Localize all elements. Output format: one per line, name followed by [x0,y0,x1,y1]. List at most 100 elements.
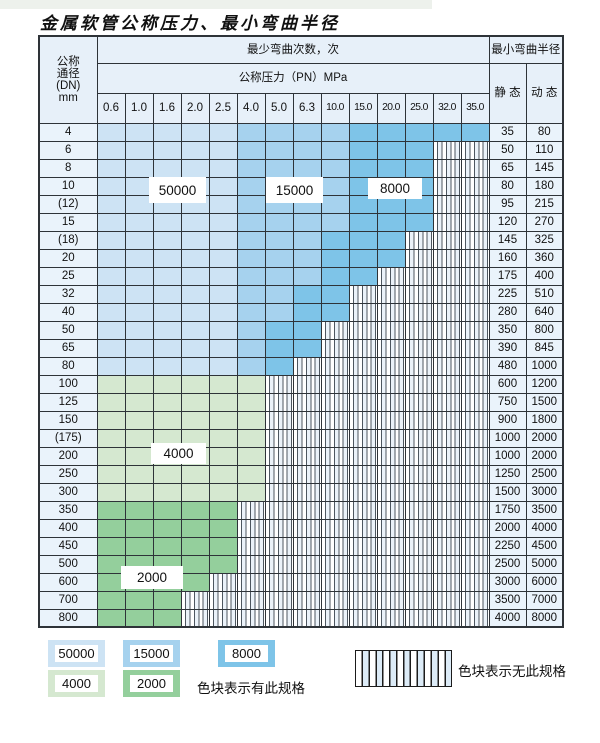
static-radius-cell: 1500 [488,482,527,502]
spec-cell-exists [292,158,322,178]
spec-cell-exists [208,446,238,466]
legend-swatch-50000: 50000 [48,640,105,667]
pressure-tick: 20.0 [376,92,406,124]
spec-cell-none [292,374,322,394]
spec-cell-exists [236,392,266,412]
dn-cell: 450 [38,536,98,556]
pressure-tick: 0.6 [96,92,126,124]
static-radius-cell: 35 [488,122,527,142]
spec-cell-none [376,374,406,394]
spec-cell-none [320,320,350,340]
spec-cell-exists [152,374,182,394]
spec-cell-exists [404,158,434,178]
dn-cell: 350 [38,500,98,520]
spec-cell-exists [152,230,182,250]
spec-cell-exists [376,230,406,250]
spec-cell-exists [124,374,154,394]
table-row: 6 50 110 [38,140,564,160]
dynamic-radius-cell: 7000 [525,590,564,610]
spec-cell-none [376,518,406,538]
spec-cell-exists [264,212,294,232]
spec-cell-exists [236,428,266,448]
spec-cell-none [348,536,378,556]
spec-table: 公称 通径 (DN) mm 最少弯曲次数，次 最小弯曲半径 公称压力（PN）MPa 静… [38,35,564,628]
dynamic-header: 动 态 [525,62,564,124]
dynamic-radius-cell: 4500 [525,536,564,556]
dynamic-radius-cell: 3000 [525,482,564,502]
spec-cell-exists [208,248,238,268]
pressure-tick: 1.0 [124,92,154,124]
table-row: 400 2000 4000 [38,518,564,538]
legend-no-spec-swatch [355,650,452,687]
spec-cell-exists [348,266,378,286]
spec-cell-none [404,356,434,376]
dn-cell: 10 [38,176,98,196]
spec-cell-exists [264,230,294,250]
spec-cell-exists [96,464,126,484]
spec-cell-exists [96,554,126,574]
table-row: 600 3000 6000 [38,572,564,592]
spec-cell-none [264,554,294,574]
table-row: 150 900 1800 [38,410,564,430]
dynamic-radius-cell: 845 [525,338,564,358]
spec-cell-none [320,374,350,394]
pressure-tick: 4.0 [236,92,266,124]
pressure-tick: 15.0 [348,92,378,124]
spec-cell-exists [236,248,266,268]
spec-cell-exists [124,122,154,142]
spec-cell-exists [292,212,322,232]
spec-cell-none [432,374,462,394]
spec-cell-none [320,518,350,538]
static-radius-cell: 480 [488,356,527,376]
spec-cell-exists [320,266,350,286]
spec-cell-none [432,500,462,520]
spec-cell-none [432,464,462,484]
spec-cell-none [460,230,490,250]
spec-cell-exists [124,320,154,340]
spec-cell-none [460,320,490,340]
dn-cell: 6 [38,140,98,160]
spec-cell-exists [320,302,350,322]
spec-cell-none [292,608,322,628]
spec-cell-none [460,212,490,232]
dn-cell: 25 [38,266,98,286]
spec-cell-exists [236,338,266,358]
legend-swatch-label: 50000 [55,645,98,662]
spec-cell-exists [124,482,154,502]
spec-cell-none [236,536,266,556]
spec-cell-none [236,590,266,610]
dynamic-radius-cell: 145 [525,158,564,178]
spec-cell-exists [152,140,182,160]
static-radius-cell: 145 [488,230,527,250]
spec-cell-exists [124,446,154,466]
spec-cell-none [348,320,378,340]
spec-cell-none [404,302,434,322]
dynamic-radius-cell: 510 [525,284,564,304]
spec-cell-exists [124,590,154,610]
spec-cell-exists [432,122,462,142]
spec-cell-none [404,320,434,340]
static-radius-cell: 3000 [488,572,527,592]
legend-has-spec-text: 色块表示有此规格 [197,681,305,696]
dn-cell: 20 [38,248,98,268]
table-row: 250 1250 2500 [38,464,564,484]
spec-cell-none [376,536,406,556]
spec-cell-exists [320,122,350,142]
spec-cell-none [348,410,378,430]
spec-cell-exists [96,608,126,628]
spec-cell-none [460,392,490,412]
spec-cell-exists [96,446,126,466]
spec-cell-exists [236,446,266,466]
spec-cell-none [404,464,434,484]
spec-cell-exists [124,338,154,358]
spec-cell-exists [152,122,182,142]
spec-cell-exists [264,122,294,142]
spec-cell-exists [208,230,238,250]
spec-cell-none [432,338,462,358]
spec-cell-none [348,284,378,304]
dn-cell: 600 [38,572,98,592]
spec-cell-none [264,446,294,466]
spec-cell-none [432,302,462,322]
spec-cell-none [404,230,434,250]
spec-cell-none [404,410,434,430]
